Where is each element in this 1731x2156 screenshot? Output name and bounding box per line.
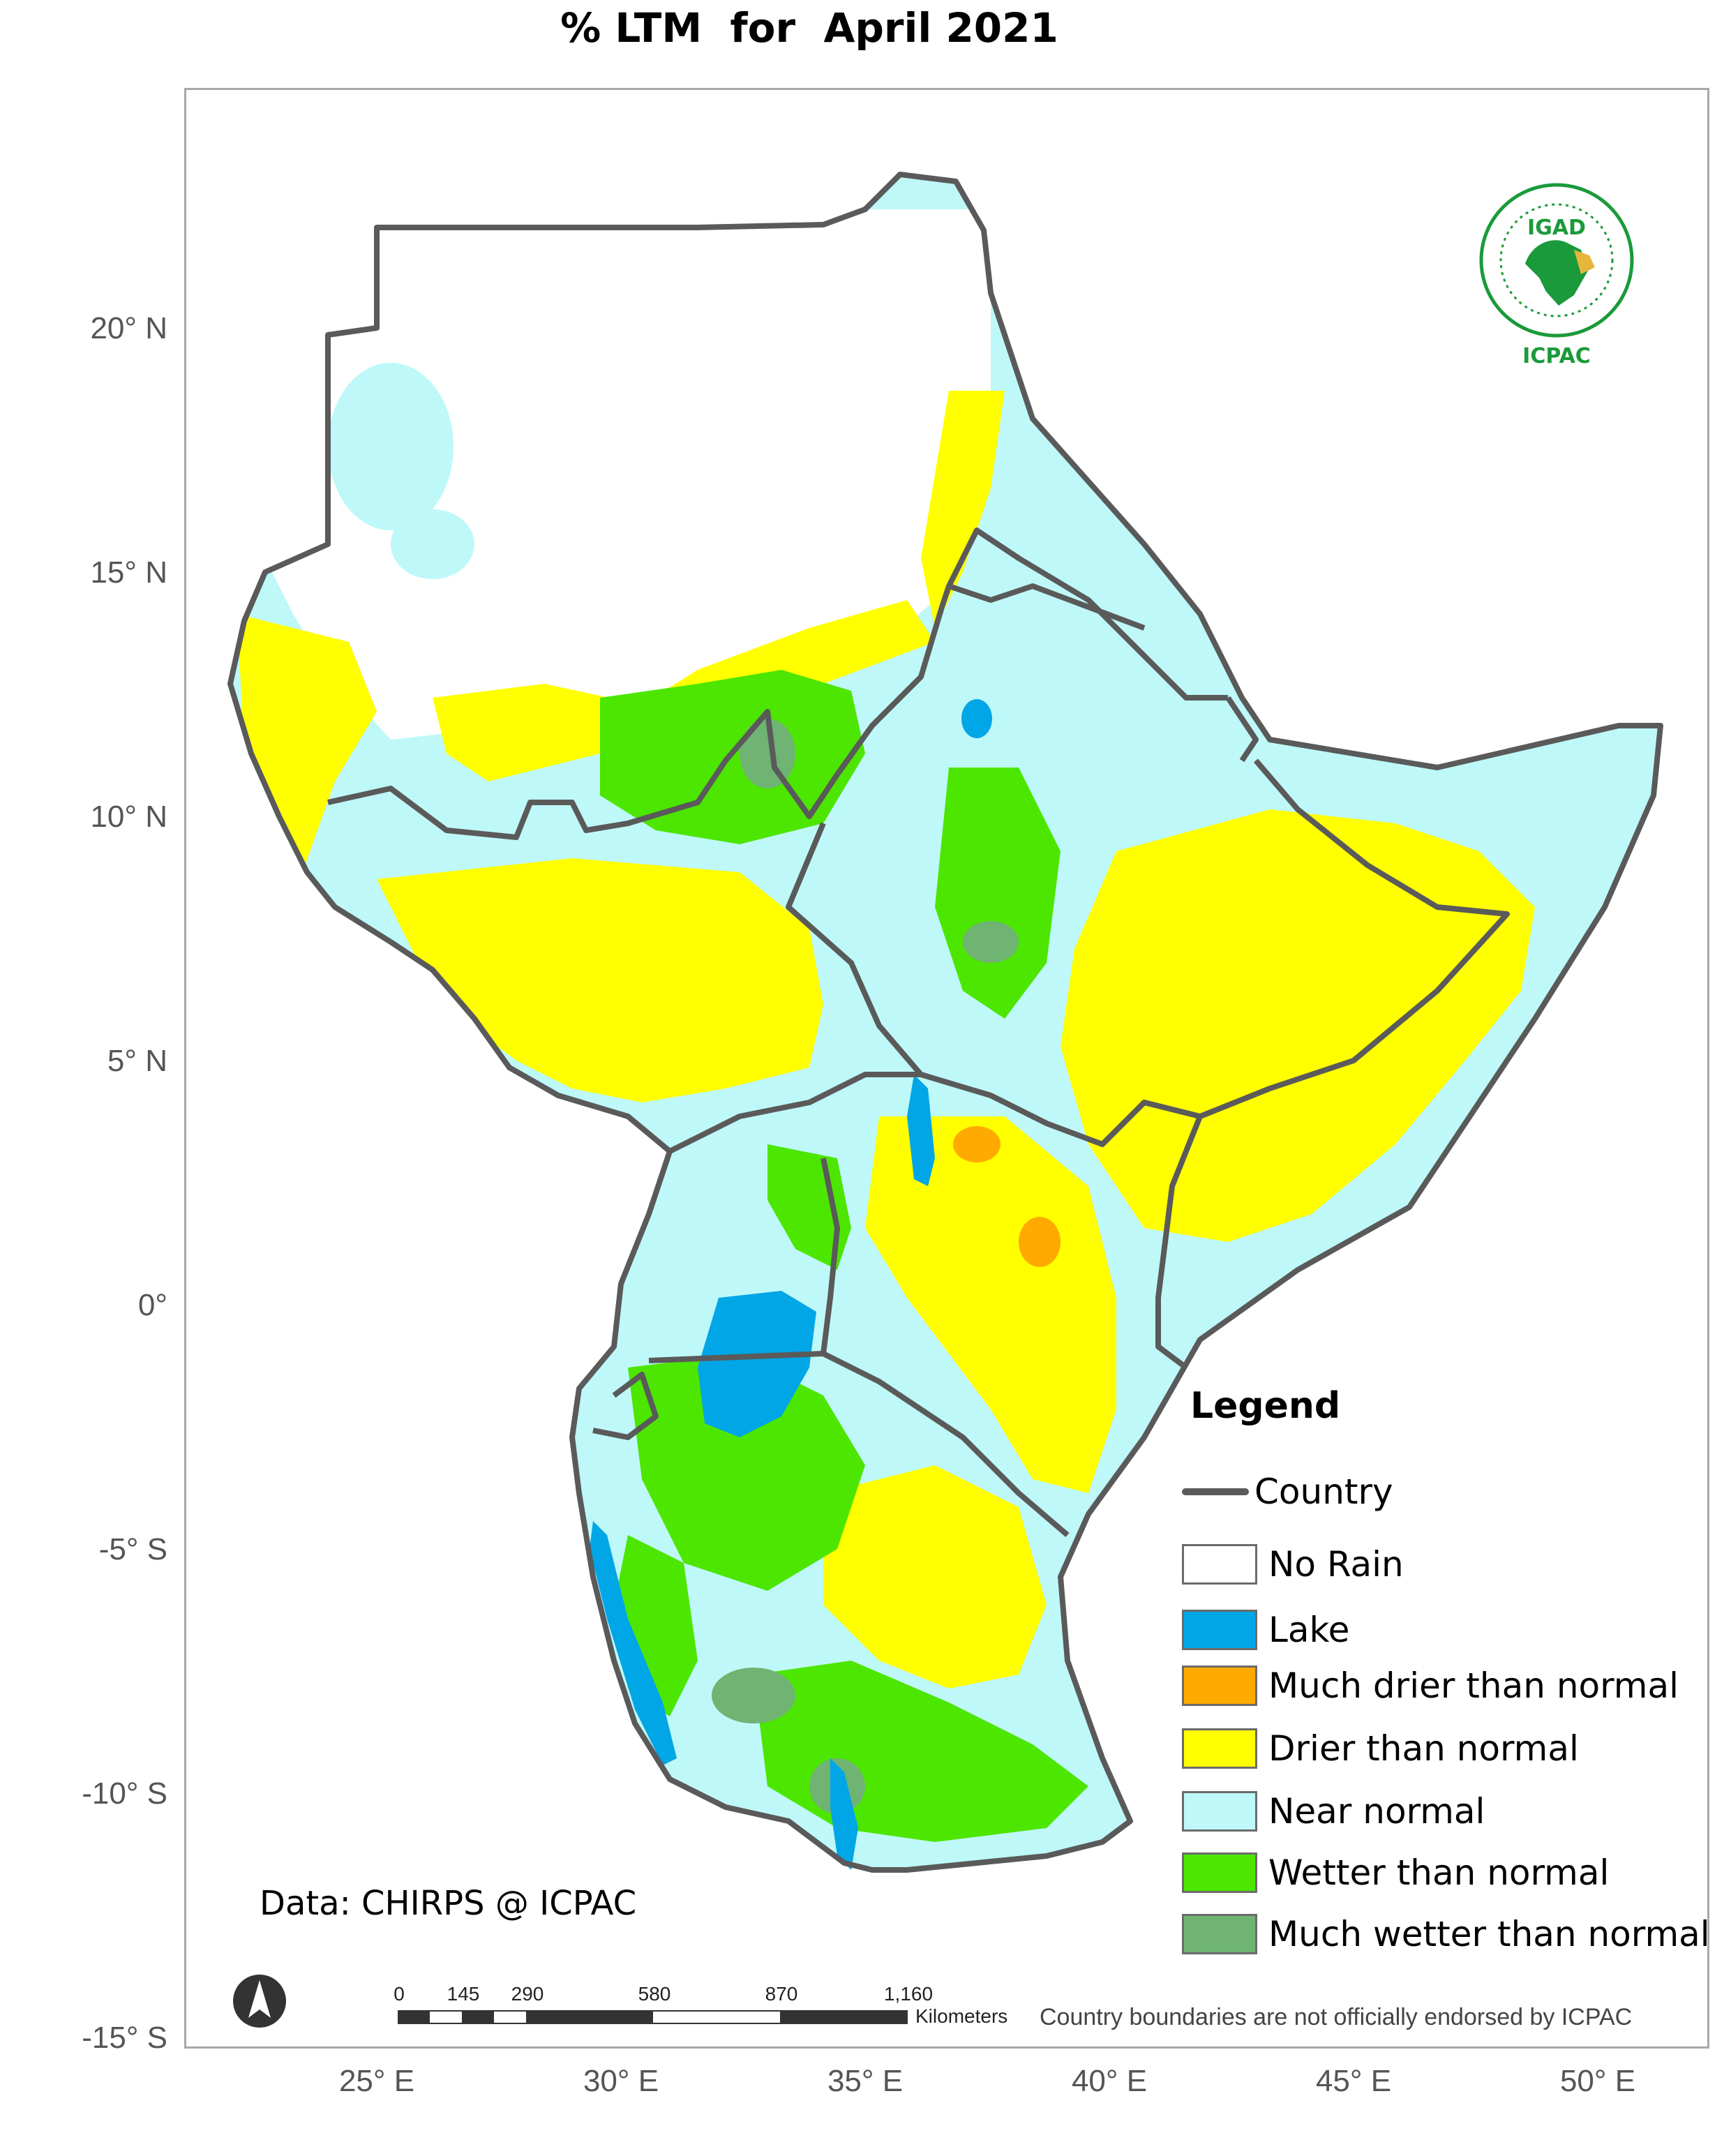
lon-label-45e: 45° E xyxy=(1315,2064,1392,2098)
africa-icon xyxy=(1525,240,1588,306)
scale-label-0: 0 xyxy=(394,1983,405,2005)
much-wetter-patch-1 xyxy=(740,719,795,788)
legend-label-drier: Drier than normal xyxy=(1268,1728,1579,1769)
lon-label-30e: 30° E xyxy=(583,2064,659,2098)
lake-turkana xyxy=(907,1075,935,1186)
drier-south-sudan xyxy=(377,858,823,1102)
wetter-uganda xyxy=(767,1144,851,1270)
swatch-near-normal xyxy=(1182,1791,1257,1832)
rainfall-anomaly-layer xyxy=(230,174,1661,1870)
swatch-much-drier xyxy=(1182,1665,1257,1706)
border-south-sudan-uganda xyxy=(668,1072,921,1154)
icpac-logo: IGAD ICPAC xyxy=(1479,183,1634,368)
wetter-tanzania-west xyxy=(628,1354,865,1591)
no-rain-area xyxy=(265,209,991,740)
lat-label-15s: -15° S xyxy=(82,2021,167,2055)
near-normal-patch-north-2 xyxy=(391,509,474,579)
legend-title: Legend xyxy=(1190,1385,1341,1427)
legend-item-drier: Drier than normal xyxy=(1182,1726,1579,1771)
much-drier-patch-2 xyxy=(1019,1217,1061,1267)
logo-inner-ring xyxy=(1499,203,1614,317)
map-frame xyxy=(184,88,1709,2049)
lon-label-40e: 40° E xyxy=(1071,2064,1148,2098)
legend-country-label: Country xyxy=(1254,1472,1393,1512)
border-eritrea-ethiopia xyxy=(946,527,1228,701)
map-title: % LTM for April 2021 xyxy=(560,4,1058,52)
scale-unit: Kilometers xyxy=(915,2005,1008,2027)
lat-label-10n: 10° N xyxy=(90,800,167,834)
lat-label-5n: 5° N xyxy=(107,1044,167,1078)
logo-icpac-text: ICPAC xyxy=(1522,344,1591,368)
swatch-lake xyxy=(1182,1610,1257,1650)
much-wetter-patch-3 xyxy=(712,1668,795,1723)
border-kenya-somalia xyxy=(1155,1115,1203,1370)
legend-label-wetter: Wetter than normal xyxy=(1268,1852,1610,1893)
near-normal-patch-north xyxy=(328,363,454,530)
much-wetter-patch-2 xyxy=(963,921,1019,963)
legend-item-near-normal: Near normal xyxy=(1182,1789,1485,1834)
igad-region-icon xyxy=(1574,250,1595,274)
country-line-swatch xyxy=(1182,1488,1249,1495)
drier-ethiopia-east xyxy=(1061,809,1535,1242)
border-ethiopia-kenya xyxy=(920,1072,1201,1147)
lon-label-35e: 35° E xyxy=(827,2064,904,2098)
scale-label-145: 145 xyxy=(447,1983,480,2005)
lake-victoria xyxy=(698,1291,816,1437)
region-outline xyxy=(227,172,1663,1873)
border-ethiopia-somalia xyxy=(1199,758,1510,1119)
much-drier-patch-1 xyxy=(953,1126,1001,1162)
swatch-much-wetter xyxy=(1182,1914,1257,1954)
swatch-no-rain xyxy=(1182,1544,1257,1585)
legend-label-no-rain: No Rain xyxy=(1268,1544,1404,1585)
border-uganda-kenya xyxy=(820,1158,840,1354)
swatch-drier xyxy=(1182,1728,1257,1769)
lat-label-5s: -5° S xyxy=(98,1532,167,1566)
border-sudan-south-sudan xyxy=(327,606,945,840)
legend-label-near-normal: Near normal xyxy=(1268,1791,1485,1832)
lake-malawi xyxy=(830,1758,858,1870)
logo-igad-text: IGAD xyxy=(1527,216,1586,240)
lake-tanganyika xyxy=(590,1521,677,1765)
lat-label-15n: 15° N xyxy=(90,555,167,590)
scale-bar xyxy=(398,2010,908,2024)
border-djibouti xyxy=(1225,696,1259,763)
north-arrow-icon xyxy=(233,1975,286,2028)
drier-tanzania xyxy=(823,1465,1047,1689)
scale-label-290: 290 xyxy=(511,1983,544,2005)
drier-sudan-east xyxy=(921,391,1005,628)
boundary-disclaimer: Country boundaries are not officially en… xyxy=(1040,2004,1633,2030)
lon-label-25e: 25° E xyxy=(338,2064,415,2098)
legend-item-wetter: Wetter than normal xyxy=(1182,1850,1609,1895)
border-kenya-tanzania xyxy=(822,1351,1070,1538)
country-boundaries xyxy=(227,172,1663,1873)
border-uganda-tanzania xyxy=(648,1351,824,1363)
lat-label-20n: 20° N xyxy=(90,311,167,345)
lat-label-10s: -10° S xyxy=(82,1776,167,1811)
scale-label-870: 870 xyxy=(765,1983,798,2005)
drier-kenya xyxy=(865,1116,1116,1493)
data-credit: Data: CHIRPS @ ICPAC xyxy=(260,1884,637,1923)
legend-item-much-wetter: Much wetter than normal xyxy=(1182,1912,1710,1956)
lake-tana xyxy=(961,699,992,738)
legend-label-much-wetter: Much wetter than normal xyxy=(1268,1914,1710,1954)
lon-label-50e: 50° E xyxy=(1559,2064,1636,2098)
legend-label-lake: Lake xyxy=(1268,1610,1350,1650)
lat-label-0: 0° xyxy=(137,1288,167,1322)
border-south-sudan-ethiopia xyxy=(786,822,924,1077)
legend-item-no-rain: No Rain xyxy=(1182,1542,1404,1587)
legend-item-lake: Lake xyxy=(1182,1608,1349,1652)
swatch-wetter xyxy=(1182,1852,1257,1893)
scale-label-580: 580 xyxy=(638,1983,671,2005)
legend-country: Country xyxy=(1182,1469,1393,1514)
wetter-ethiopia-west xyxy=(935,768,1061,1019)
scale-label-1160: 1,160 xyxy=(883,1983,934,2005)
border-rwanda-burundi xyxy=(592,1372,659,1440)
legend-label-much-drier: Much drier than normal xyxy=(1268,1665,1679,1706)
legend-item-much-drier: Much drier than normal xyxy=(1182,1663,1679,1708)
